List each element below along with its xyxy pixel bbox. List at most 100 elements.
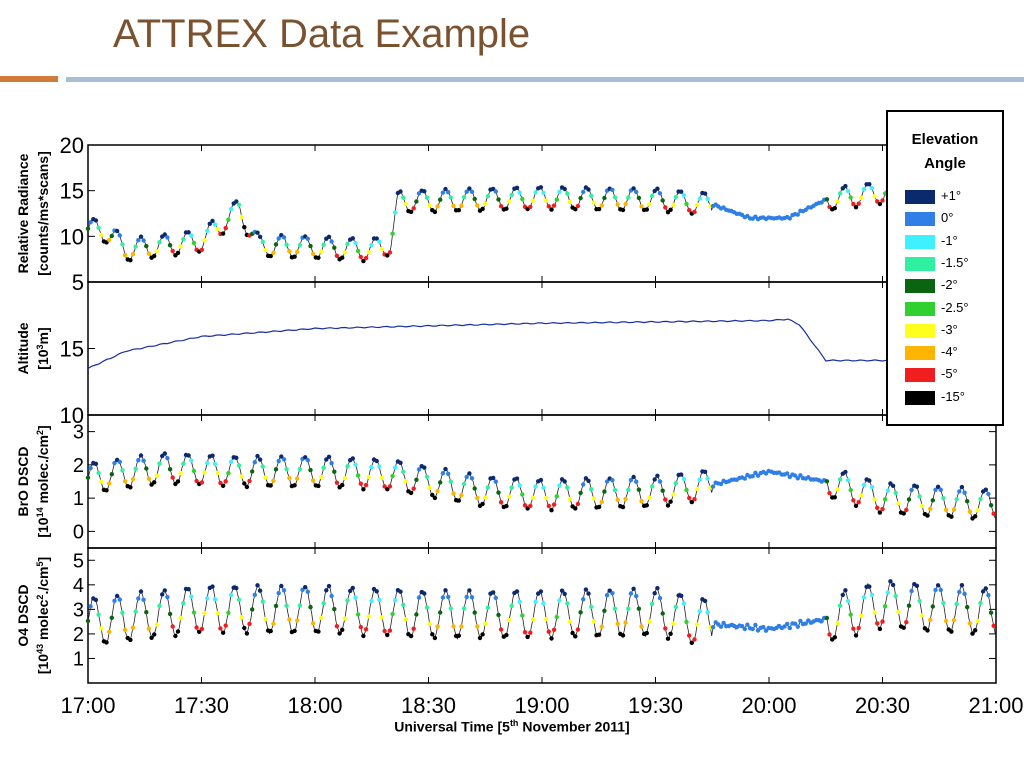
data-point	[875, 505, 880, 510]
data-point	[954, 497, 959, 502]
x-tick-label: 17:00	[60, 693, 115, 718]
data-point	[284, 603, 289, 608]
legend-swatch	[905, 190, 935, 204]
altitude-line	[87, 318, 906, 370]
data-point	[369, 464, 374, 470]
data-point	[493, 479, 498, 484]
data-point	[268, 253, 273, 259]
data-point	[634, 593, 639, 599]
data-point	[610, 478, 615, 483]
data-point	[205, 460, 210, 466]
data-point	[334, 624, 340, 629]
data-point	[965, 499, 970, 504]
data-point	[443, 466, 448, 472]
data-point	[475, 624, 480, 629]
data-point	[620, 207, 626, 213]
data-point	[167, 611, 173, 617]
data-point	[393, 210, 398, 215]
data-point	[520, 492, 525, 497]
data-point	[456, 633, 461, 638]
data-point	[559, 588, 565, 593]
data-point	[684, 487, 689, 493]
y-tick-label: 2	[73, 624, 84, 646]
data-point	[554, 197, 559, 202]
data-point	[565, 485, 570, 490]
data-point	[649, 601, 655, 607]
data-point	[202, 470, 207, 475]
data-point	[880, 198, 885, 203]
data-point	[358, 254, 363, 260]
data-point	[951, 507, 957, 512]
data-point	[496, 490, 501, 495]
data-point	[562, 591, 567, 597]
data-point	[880, 619, 885, 624]
data-point	[133, 244, 138, 249]
data-point	[835, 199, 840, 204]
data-point	[967, 509, 973, 514]
data-point	[467, 588, 472, 593]
data-point	[856, 625, 861, 631]
data-point	[848, 612, 853, 617]
data-point	[549, 508, 554, 513]
data-point	[355, 473, 361, 478]
data-point	[197, 629, 202, 634]
data-point	[385, 632, 390, 638]
data-point	[949, 514, 954, 519]
y-tick-label: 4	[73, 575, 84, 597]
data-point	[567, 619, 573, 624]
data-point	[236, 597, 242, 602]
data-point	[928, 617, 933, 623]
data-point	[649, 484, 655, 489]
data-point	[133, 466, 138, 471]
data-point	[223, 623, 228, 628]
data-point	[260, 464, 265, 469]
data-point	[856, 500, 861, 505]
data-point	[742, 476, 747, 481]
data-point	[361, 487, 366, 492]
data-point	[268, 628, 273, 634]
data-point	[551, 203, 557, 208]
y-tick-label: 15	[60, 337, 84, 362]
data-point	[464, 474, 469, 480]
data-point	[191, 240, 197, 246]
data-point	[581, 189, 586, 195]
data-point	[157, 240, 162, 245]
data-point	[358, 624, 363, 630]
data-point	[520, 613, 525, 618]
data-point	[710, 625, 716, 630]
data-point	[440, 471, 446, 476]
data-point	[326, 454, 332, 459]
data-point	[239, 474, 244, 479]
data-point	[575, 203, 581, 209]
data-point	[496, 197, 501, 202]
y-tick-label: 15	[60, 179, 84, 204]
data-point	[549, 636, 554, 641]
data-point	[334, 480, 340, 485]
data-point	[191, 610, 197, 615]
data-point	[792, 621, 798, 626]
data-point	[438, 197, 443, 202]
data-point	[596, 632, 602, 637]
data-point	[491, 590, 496, 595]
data-point	[861, 482, 867, 488]
data-point	[469, 476, 475, 481]
data-point	[718, 481, 724, 487]
data-point	[885, 590, 890, 595]
data-point	[522, 503, 528, 508]
data-point	[411, 626, 416, 631]
data-point	[175, 629, 181, 634]
y-axis-label-line2: [1014 molec./cm2]	[35, 425, 51, 537]
data-point	[350, 585, 355, 591]
data-point	[824, 615, 830, 621]
data-point	[220, 630, 226, 635]
data-point	[970, 631, 975, 636]
data-point	[925, 513, 930, 518]
data-point	[414, 612, 419, 617]
data-point	[517, 599, 522, 604]
data-point	[917, 598, 922, 604]
data-point	[798, 618, 803, 624]
data-point	[991, 623, 996, 628]
data-point	[596, 206, 602, 212]
data-point	[573, 207, 578, 212]
data-point	[226, 217, 231, 222]
